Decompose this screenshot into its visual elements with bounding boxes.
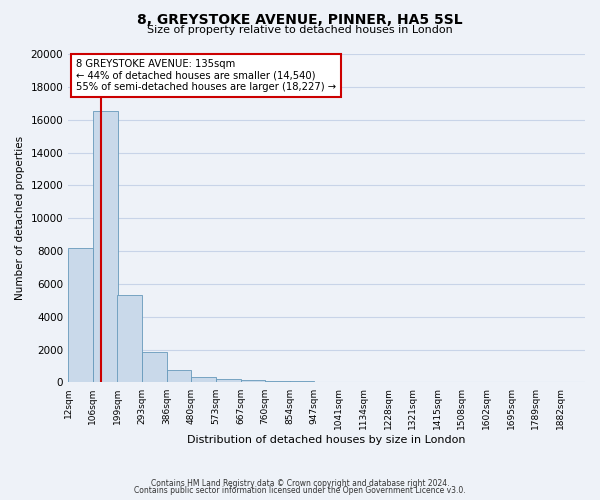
Text: Size of property relative to detached houses in London: Size of property relative to detached ho… — [147, 25, 453, 35]
Bar — [167, 370, 191, 382]
Bar — [93, 112, 118, 382]
Bar — [241, 380, 265, 382]
Text: Contains public sector information licensed under the Open Government Licence v3: Contains public sector information licen… — [134, 486, 466, 495]
Text: 8 GREYSTOKE AVENUE: 135sqm
← 44% of detached houses are smaller (14,540)
55% of : 8 GREYSTOKE AVENUE: 135sqm ← 44% of deta… — [76, 59, 336, 92]
Y-axis label: Number of detached properties: Number of detached properties — [15, 136, 25, 300]
Text: Contains HM Land Registry data © Crown copyright and database right 2024.: Contains HM Land Registry data © Crown c… — [151, 478, 449, 488]
Bar — [216, 378, 241, 382]
X-axis label: Distribution of detached houses by size in London: Distribution of detached houses by size … — [187, 435, 466, 445]
Bar — [68, 248, 93, 382]
Bar — [118, 296, 142, 382]
Bar — [191, 378, 216, 382]
Bar — [265, 381, 290, 382]
Text: 8, GREYSTOKE AVENUE, PINNER, HA5 5SL: 8, GREYSTOKE AVENUE, PINNER, HA5 5SL — [137, 12, 463, 26]
Bar — [142, 352, 167, 382]
